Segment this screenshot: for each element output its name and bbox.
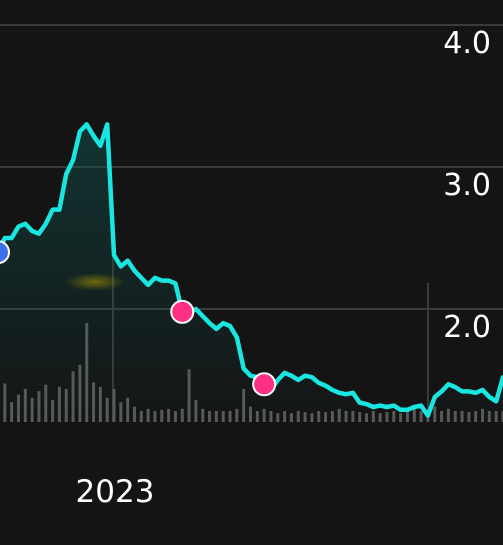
- x-tick-label: 2023: [76, 474, 155, 510]
- y-tick-label: 3.0: [443, 168, 491, 203]
- price-line: [0, 122, 503, 418]
- blue-event-marker[interactable]: [0, 240, 10, 265]
- pink-event-marker[interactable]: [170, 299, 195, 324]
- event-markers: [0, 240, 277, 397]
- price-area: [0, 124, 503, 422]
- y-tick-label: 4.0: [443, 26, 491, 61]
- pink-event-marker[interactable]: [252, 372, 277, 397]
- y-axis-ticks: 4.0 3.0 2.0: [443, 26, 491, 345]
- y-tick-label: 2.0: [443, 310, 491, 345]
- highlight-glow: [65, 273, 125, 291]
